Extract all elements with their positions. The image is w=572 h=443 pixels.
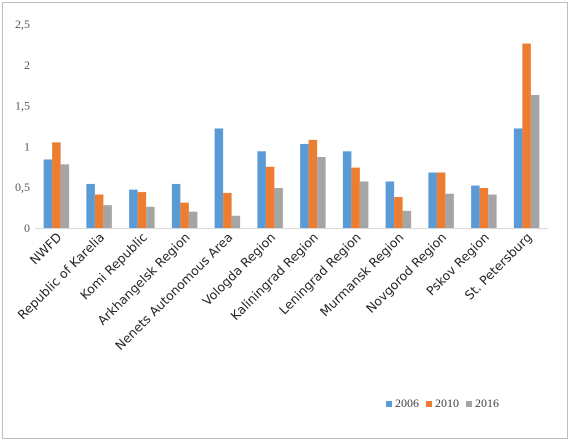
legend-label-2006: 2006 [395, 396, 419, 410]
bar-2010 [351, 167, 360, 228]
legend-label-2016: 2016 [475, 396, 499, 410]
bar-2016 [188, 211, 198, 228]
bar-2006 [513, 128, 523, 228]
bar-2016 [445, 193, 454, 228]
bar-2010 [94, 194, 104, 228]
bar-2016 [103, 205, 112, 228]
bar-2006 [300, 143, 309, 228]
bar-2016 [60, 164, 70, 228]
bar-2010 [394, 196, 403, 228]
legend-swatch-2006 [386, 401, 392, 407]
bar-2016 [402, 210, 412, 228]
legend-label-2010: 2010 [435, 396, 459, 410]
bar-2010 [52, 142, 61, 228]
y-tick-label: 2,5 [15, 17, 30, 31]
bar-2006 [214, 128, 224, 228]
legend-swatch-2010 [426, 401, 432, 407]
bar-2010 [308, 139, 318, 228]
bar-2006 [428, 172, 437, 228]
bar-2016 [274, 188, 283, 228]
bar-2006 [129, 189, 138, 228]
bar-2010 [265, 166, 275, 228]
bar-2010 [180, 202, 189, 228]
legend-swatch-2016 [466, 401, 472, 407]
bar-2010 [223, 192, 232, 228]
y-tick-label: 2 [24, 58, 30, 72]
category-label: Novgorod Region [363, 230, 449, 316]
bar-2010 [522, 43, 531, 228]
bar-2006 [257, 151, 266, 228]
y-tick-label: 1,5 [15, 99, 30, 113]
bar-2010 [479, 188, 489, 228]
category-label: Leningrad Region [276, 230, 364, 318]
bar-2006 [342, 151, 352, 228]
y-tick-label: 0,5 [15, 180, 30, 194]
y-tick-label: 0 [24, 221, 30, 235]
bar-2016 [359, 181, 369, 228]
bar-2006 [86, 183, 95, 228]
bar-2016 [317, 157, 326, 228]
bar-2016 [231, 215, 241, 228]
bar-2006 [171, 183, 181, 228]
bar-2016 [488, 194, 497, 228]
bar-2010 [436, 172, 446, 228]
bar-2016 [146, 206, 155, 228]
y-tick-label: 1 [24, 139, 30, 153]
bar-2006 [471, 185, 480, 228]
category-label: Vologda Region [199, 230, 278, 309]
bar-2006 [385, 181, 395, 228]
bar-2016 [530, 94, 540, 228]
bar-2006 [43, 159, 53, 228]
bar-2010 [137, 192, 147, 228]
category-label: NWFD [27, 230, 65, 268]
